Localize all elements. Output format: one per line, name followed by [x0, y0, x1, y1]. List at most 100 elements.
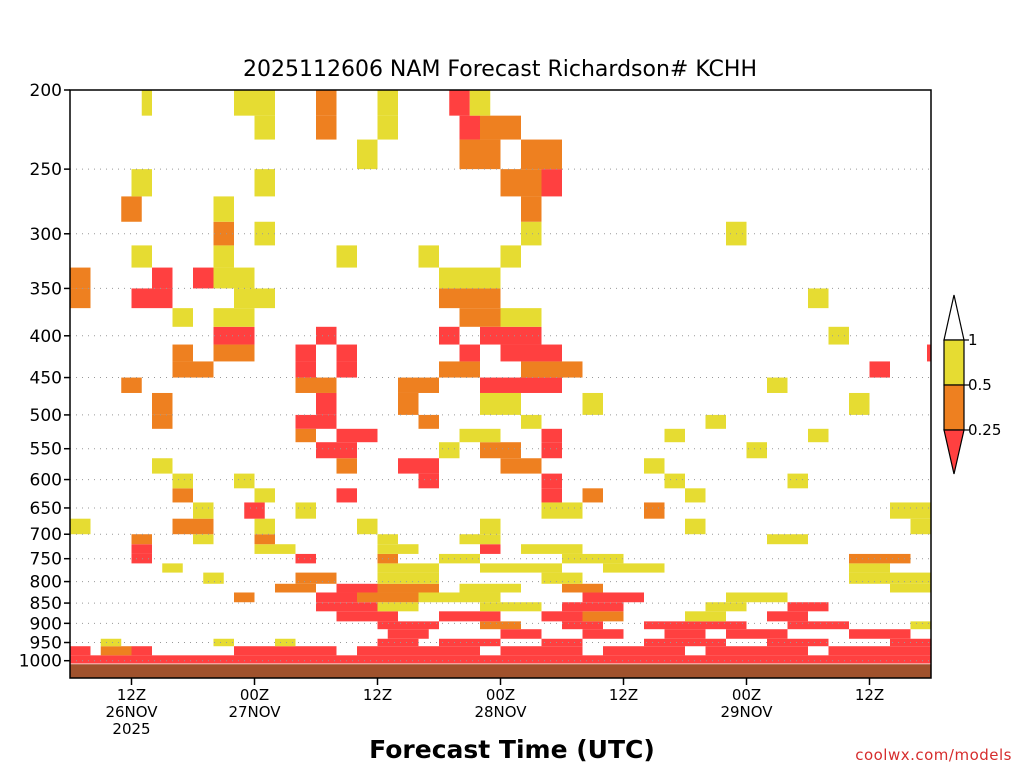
heat-cell: [193, 502, 214, 519]
heat-cell: [521, 196, 542, 222]
heat-cell: [131, 534, 152, 545]
heat-cell: [603, 563, 665, 573]
heat-cell: [70, 518, 91, 535]
heat-cell: [480, 377, 521, 393]
heat-cell: [234, 288, 275, 309]
heat-cell: [295, 553, 316, 564]
heat-cell: [480, 518, 501, 535]
heat-cell: [500, 308, 542, 327]
heat-cell: [469, 90, 491, 116]
heat-cell: [562, 602, 624, 612]
heat-cell: [787, 602, 829, 612]
heat-cell: [316, 392, 337, 415]
heat-cell: [910, 621, 931, 630]
heat-cell: [521, 377, 562, 393]
heat-cell: [357, 646, 480, 656]
heat-cell: [100, 646, 132, 656]
heat-cell: [377, 638, 419, 647]
heat-cell: [869, 361, 890, 378]
heat-cell: [459, 534, 501, 545]
ground-fill: [70, 664, 931, 678]
heat-cell: [203, 572, 224, 584]
heat-cell: [849, 572, 931, 584]
heat-cell: [480, 544, 501, 554]
heat-cell: [377, 563, 439, 573]
heat-cell: [213, 344, 255, 362]
heat-cell: [449, 90, 470, 116]
heat-cell: [131, 169, 152, 197]
heat-cell: [336, 611, 398, 622]
heat-cell: [316, 115, 337, 140]
y-tick-label: 950: [30, 634, 62, 654]
heat-cell: [644, 638, 726, 647]
heat-cell: [439, 267, 501, 289]
heat-cell: [541, 442, 562, 459]
heat-cell: [152, 458, 173, 474]
heat-cell: [644, 621, 747, 630]
heat-cell: [377, 621, 439, 630]
heat-cell: [398, 458, 439, 474]
heat-cell: [418, 592, 501, 603]
colorbar-bottom-triangle: [943, 429, 965, 475]
heat-cell: [213, 267, 255, 289]
heat-cell: [172, 488, 193, 503]
heat-cell: [685, 488, 706, 503]
heat-cell: [172, 518, 214, 535]
heat-cell: [387, 629, 429, 639]
x-tick-label: 00Z: [486, 686, 515, 704]
heat-cell: [439, 361, 480, 378]
heat-cell: [664, 629, 706, 639]
heat-cell: [254, 488, 275, 503]
heat-cell: [398, 392, 419, 415]
heat-cell: [500, 458, 542, 474]
heat-cell: [141, 90, 152, 116]
heat-cell: [377, 115, 398, 140]
heat-cell: [582, 592, 644, 603]
heat-cell: [295, 572, 337, 584]
heat-cell: [849, 629, 911, 639]
heat-cell: [295, 344, 316, 362]
heat-cell: [398, 377, 439, 393]
heat-cell: [644, 502, 665, 519]
colorbar-label: 0.25: [968, 421, 1001, 439]
heat-cell: [275, 638, 296, 647]
heat-cell: [357, 592, 419, 603]
heat-cell: [685, 518, 706, 535]
x-tick-label: 29NOV: [720, 703, 773, 721]
heat-cell: [541, 572, 583, 584]
ground-surface: [70, 664, 931, 678]
heat-cell: [849, 563, 890, 573]
heat-cell: [254, 221, 275, 246]
heat-cell: [705, 602, 747, 612]
colorbar-top-triangle: [943, 294, 965, 341]
heat-cell: [377, 572, 439, 584]
heat-cell: [439, 288, 501, 309]
x-tick-label: 00Z: [732, 686, 761, 704]
heat-cell: [828, 646, 931, 656]
heat-cell: [234, 592, 255, 603]
heat-cell: [357, 139, 378, 170]
heat-cell: [295, 414, 337, 429]
heat-cell: [562, 583, 603, 593]
heat-cell: [377, 90, 398, 116]
heat-cell: [459, 344, 480, 362]
y-tick-label: 350: [30, 279, 62, 299]
x-tick-label: 27NOV: [228, 703, 281, 721]
heat-cell: [849, 392, 870, 415]
heat-cell: [890, 583, 931, 593]
x-tick-label: 12Z: [117, 686, 146, 704]
heat-cell: [808, 288, 829, 309]
heat-cell: [100, 638, 122, 647]
heat-cell: [131, 245, 152, 268]
x-tick-label: 12Z: [609, 686, 638, 704]
heat-cell: [336, 361, 357, 378]
colorbar-segment: [943, 339, 965, 386]
heat-cell: [213, 245, 234, 268]
x-axis-label: Forecast Time (UTC): [369, 735, 655, 764]
heat-cell: [685, 611, 726, 622]
heat-cell: [131, 544, 152, 554]
credit-link[interactable]: coolwx.com/models: [855, 746, 1012, 764]
colorbar-label: 1: [968, 331, 978, 349]
heat-cell: [295, 428, 316, 443]
heat-cell: [480, 563, 562, 573]
